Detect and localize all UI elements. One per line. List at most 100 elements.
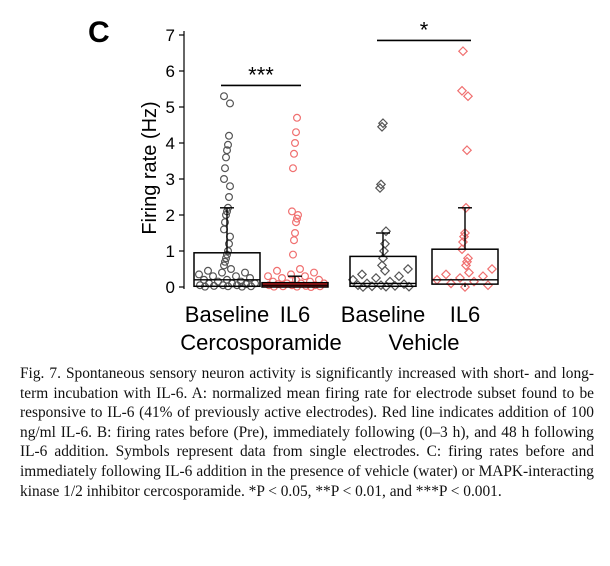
data-point [264, 272, 273, 281]
data-point [291, 139, 300, 148]
data-point [288, 207, 297, 216]
category-labels: Baseline IL6 Baseline IL6 Cercosporamide Vehi… [180, 302, 480, 355]
data-point [294, 211, 303, 220]
data-point [233, 281, 242, 290]
y-axis: 0 1 2 3 4 5 6 7 [166, 26, 185, 297]
data-point [370, 272, 382, 284]
category-label: Baseline [185, 302, 269, 327]
category-label: IL6 [280, 302, 311, 327]
box-1 [193, 207, 261, 288]
data-point [393, 271, 405, 282]
data-point [246, 274, 255, 283]
data-point [454, 272, 466, 284]
data-points [195, 46, 498, 293]
data-point [226, 182, 235, 191]
data-point [224, 140, 233, 149]
y-tick-label: 5 [166, 98, 175, 117]
data-point [289, 164, 298, 173]
data-point [377, 118, 389, 129]
data-point [440, 269, 452, 280]
data-point [219, 281, 228, 290]
data-point [241, 268, 250, 277]
data-point [287, 270, 296, 279]
y-tick-label: 2 [166, 206, 175, 225]
data-point [486, 263, 498, 275]
data-point [356, 269, 368, 280]
y-tick-label: 7 [166, 26, 175, 45]
box-rect [431, 248, 499, 285]
data-point [278, 274, 287, 283]
data-point [376, 260, 388, 271]
data-point [242, 280, 251, 289]
data-point [222, 254, 231, 263]
data-point [220, 175, 229, 184]
data-point [218, 268, 227, 277]
data-point [461, 145, 473, 156]
data-point [290, 236, 299, 245]
box-3 [349, 232, 417, 288]
data-point [225, 193, 234, 202]
y-tick-label: 1 [166, 242, 175, 261]
y-tick-label: 0 [166, 278, 175, 297]
y-tick-label: 4 [166, 134, 175, 153]
data-point [292, 218, 301, 227]
y-tick-label: 6 [166, 62, 175, 81]
data-point [460, 260, 472, 271]
box-rect [349, 255, 417, 288]
data-point [378, 245, 390, 257]
data-point [226, 99, 235, 108]
y-axis-title: Firing rate (Hz) [139, 101, 161, 234]
boxes [193, 207, 499, 288]
data-point [220, 92, 229, 101]
data-point [457, 46, 469, 57]
data-point [403, 281, 415, 292]
data-point [459, 281, 471, 293]
data-point [374, 182, 386, 194]
box-2 [261, 275, 329, 288]
data-point [204, 266, 213, 275]
panel-label: C [88, 16, 110, 49]
data-point [456, 85, 468, 96]
data-point [296, 265, 305, 274]
data-point [221, 257, 230, 266]
data-point [222, 153, 231, 162]
data-point [379, 265, 391, 276]
data-point [380, 226, 392, 237]
box-4 [431, 207, 499, 287]
data-point [273, 266, 282, 275]
figure-caption: Fig. 7. Spontaneous sensory neuron activ… [20, 365, 594, 500]
data-point [402, 263, 414, 275]
category-label: Baseline [341, 302, 425, 327]
y-tick-label: 3 [166, 170, 175, 189]
category-label: IL6 [450, 302, 481, 327]
data-point [225, 131, 234, 140]
data-point [482, 280, 494, 291]
data-point [389, 280, 401, 291]
data-point [293, 214, 302, 223]
data-point [291, 229, 300, 238]
data-point [293, 113, 302, 122]
data-point [458, 231, 470, 242]
data-point [380, 281, 392, 292]
data-point [379, 238, 391, 249]
data-point [195, 270, 204, 279]
data-point [310, 268, 319, 277]
data-point [290, 149, 299, 158]
significance-label: * [420, 17, 429, 42]
data-point [376, 121, 388, 132]
data-point [463, 267, 475, 278]
data-point [196, 281, 205, 290]
data-point [292, 128, 301, 137]
data-point [366, 281, 378, 292]
data-point [221, 164, 230, 173]
data-point [461, 256, 473, 267]
data-point [220, 261, 229, 270]
data-point [227, 265, 236, 274]
data-point [224, 247, 233, 256]
group-label: Vehicle [389, 330, 460, 355]
data-point [445, 278, 457, 289]
data-point [289, 250, 298, 259]
significance-label: *** [248, 62, 274, 87]
data-point [375, 179, 387, 190]
